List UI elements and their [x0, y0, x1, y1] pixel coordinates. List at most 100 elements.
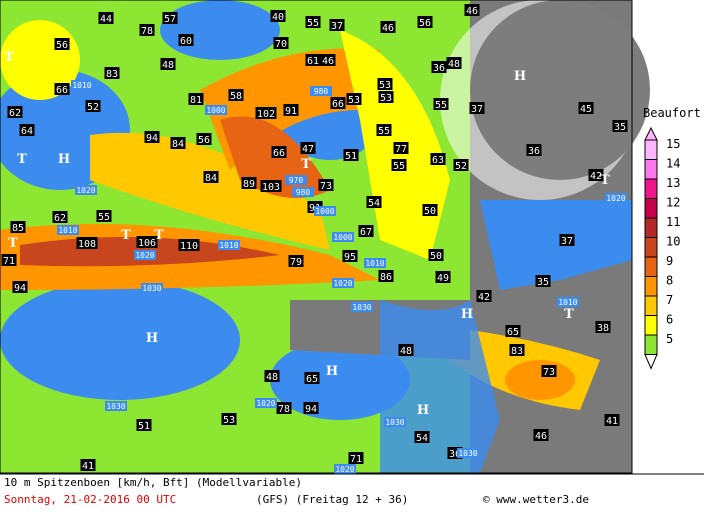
legend-label: 12 — [666, 196, 680, 210]
isobar-box — [57, 225, 79, 235]
gust-label: 56 — [419, 18, 431, 29]
gust-label: 94 — [146, 133, 158, 144]
gust-box — [604, 414, 620, 426]
gust-box — [1, 254, 17, 266]
isobar-box — [292, 187, 314, 197]
gust-label: 83 — [511, 346, 523, 357]
gust-box — [505, 325, 521, 337]
gust-box — [305, 54, 321, 66]
gust-box — [330, 97, 346, 109]
pressure-center: H — [146, 331, 158, 346]
gust-box — [98, 12, 114, 24]
pressure-center: T — [17, 152, 27, 167]
isobar-label: 1010 — [72, 81, 91, 90]
gust-label: 55 — [378, 126, 390, 137]
gust-label: 62 — [9, 108, 21, 119]
gust-label: 37 — [561, 236, 573, 247]
gust-box — [329, 19, 345, 31]
gust-label: 41 — [82, 461, 94, 472]
isobar-label: 970 — [289, 176, 304, 185]
isobar-label: 1000 — [315, 207, 334, 216]
gust-box — [260, 180, 282, 192]
gust-box — [96, 210, 112, 222]
gust-label: 55 — [98, 212, 110, 223]
isobar-label: 1010 — [58, 226, 77, 235]
gust-label: 67 — [360, 227, 372, 238]
gust-box — [377, 78, 393, 90]
legend-swatch — [644, 178, 658, 199]
gust-label: 108 — [78, 239, 96, 250]
isobar-box — [71, 80, 93, 90]
gust-label: 73 — [543, 367, 555, 378]
gust-box — [160, 58, 176, 70]
gust-label: 83 — [106, 69, 118, 80]
isobar-label: 1020 — [606, 194, 625, 203]
gust-box — [12, 281, 28, 293]
isobar-label: 980 — [296, 188, 311, 197]
gust-box — [76, 237, 98, 249]
gust-box — [433, 98, 449, 110]
pressure-center: T — [154, 228, 164, 243]
gust-label: 48 — [400, 346, 412, 357]
gust-label: 50 — [424, 206, 436, 217]
legend-swatch — [644, 198, 658, 219]
legend-label: 6 — [666, 313, 673, 327]
gust-box — [178, 34, 194, 46]
gust-label: 66 — [332, 99, 344, 110]
gust-box — [144, 131, 160, 143]
gust-box — [303, 402, 319, 414]
gust-label: 35 — [537, 277, 549, 288]
isobar-label: 1030 — [458, 449, 477, 458]
gust-label: 46 — [535, 431, 547, 442]
gust-label: 86 — [380, 272, 392, 283]
gust-box — [422, 204, 438, 216]
gust-label: 55 — [393, 161, 405, 172]
gust-label: 58 — [230, 91, 242, 102]
legend-swatch — [644, 295, 658, 316]
isobar-label: 1000 — [206, 106, 225, 115]
gust-label: 48 — [266, 372, 278, 383]
gust-label: 56 — [56, 40, 68, 51]
isobar-box — [334, 464, 356, 474]
isobar-label: 1030 — [385, 418, 404, 427]
gust-box — [541, 365, 557, 377]
gust-label: 62 — [54, 213, 66, 224]
footer-credit: © www.wetter3.de — [483, 493, 589, 506]
pressure-center: H — [514, 69, 526, 84]
gust-box — [446, 57, 462, 69]
gust-box — [136, 236, 158, 248]
gust-box — [393, 142, 409, 154]
gust-box — [136, 419, 152, 431]
gust-box — [304, 372, 320, 384]
gust-label: 64 — [21, 126, 33, 137]
gust-label: 53 — [379, 80, 391, 91]
isobar-label: 1030 — [352, 303, 371, 312]
gust-box — [170, 137, 186, 149]
isobar-box — [605, 193, 627, 203]
gust-label: 50 — [430, 251, 442, 262]
gust-box — [430, 153, 446, 165]
gust-label: 52 — [87, 102, 99, 113]
gust-label: 47 — [302, 144, 314, 155]
gust-label: 53 — [380, 93, 392, 104]
isobar-box — [351, 302, 373, 312]
gust-label: 65 — [306, 374, 318, 385]
gust-label: 53 — [223, 415, 235, 426]
gust-label: 79 — [290, 257, 302, 268]
isobar-box — [141, 283, 163, 293]
isobar-box — [557, 297, 579, 307]
gust-box — [264, 370, 280, 382]
legend-swatch — [644, 139, 658, 160]
legend-label: 11 — [666, 215, 680, 229]
isobar-label: 980 — [314, 87, 329, 96]
gust-box — [270, 10, 286, 22]
gust-box — [435, 271, 451, 283]
legend-swatch — [644, 159, 658, 180]
gust-box — [188, 93, 204, 105]
gust-label: 66 — [273, 148, 285, 159]
pressure-center: T — [600, 173, 610, 188]
gust-label: 40 — [272, 12, 284, 23]
legend: 15 14 13 12 11 10 9 8 7 6 5 — [644, 126, 680, 370]
pressure-center: H — [58, 152, 70, 167]
gust-box — [162, 12, 178, 24]
